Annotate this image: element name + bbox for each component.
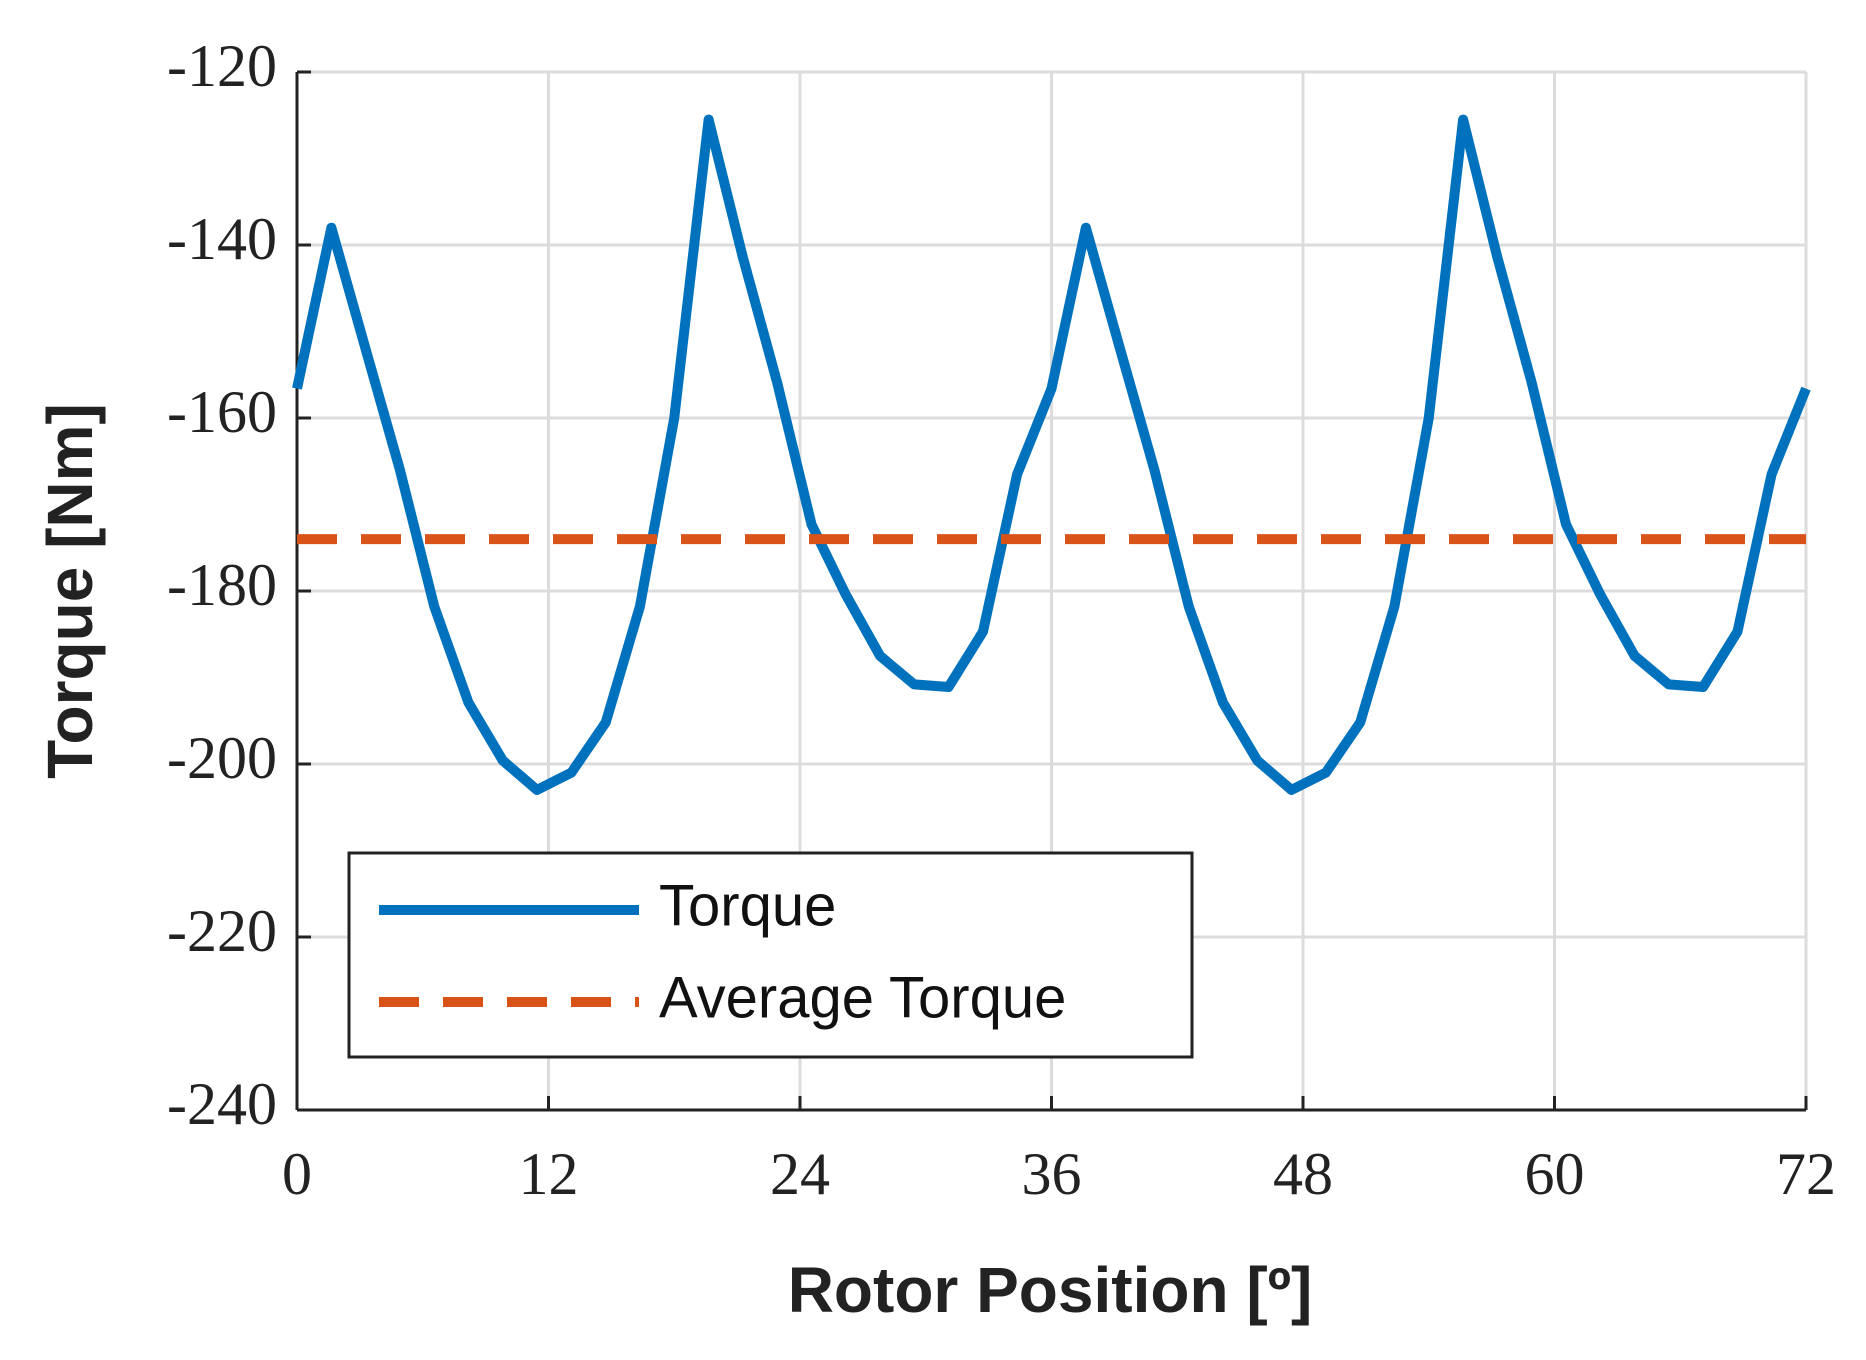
x-tick-label: 72 bbox=[1776, 1141, 1836, 1207]
legend-label: Torque bbox=[659, 873, 836, 938]
x-tick-label: 48 bbox=[1273, 1141, 1333, 1207]
y-tick-label: -160 bbox=[167, 379, 277, 445]
y-tick-label: -220 bbox=[167, 898, 277, 964]
y-tick-label: -240 bbox=[167, 1071, 277, 1137]
y-tick-label: -140 bbox=[167, 206, 277, 272]
series-line bbox=[292, 114, 1811, 795]
x-tick-label: 24 bbox=[770, 1141, 830, 1207]
y-tick-label: -120 bbox=[167, 33, 277, 99]
x-tick-label: 12 bbox=[519, 1141, 579, 1207]
y-axis-label: Torque [Nm] bbox=[34, 403, 106, 779]
x-tick-label: 60 bbox=[1525, 1141, 1585, 1207]
x-axis-label: Rotor Position [º] bbox=[788, 1254, 1313, 1326]
legend-label: Average Torque bbox=[659, 965, 1066, 1030]
y-tick-label: -200 bbox=[167, 725, 277, 791]
x-tick-label: 0 bbox=[282, 1141, 312, 1207]
legend-box bbox=[347, 851, 1194, 1059]
y-tick-label: -180 bbox=[167, 552, 277, 618]
legend: Torque Average Torque bbox=[347, 851, 1194, 1059]
x-tick-label: 36 bbox=[1022, 1141, 1082, 1207]
